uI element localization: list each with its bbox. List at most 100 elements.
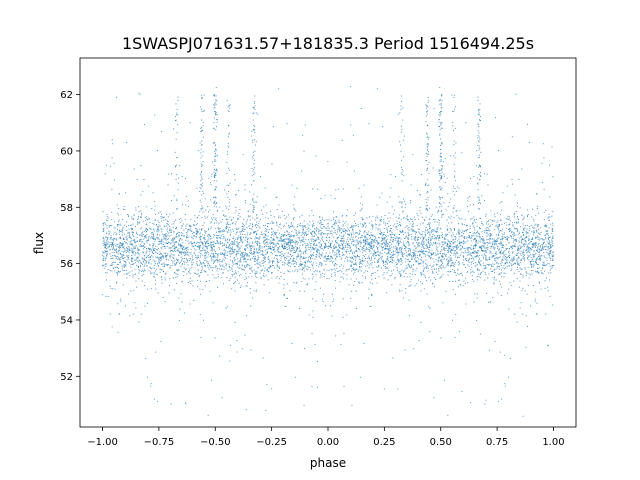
data-point xyxy=(171,173,173,175)
data-point xyxy=(436,249,438,251)
data-point xyxy=(112,257,114,259)
data-point xyxy=(473,301,475,303)
data-point xyxy=(529,255,531,257)
data-point xyxy=(434,286,436,288)
data-point xyxy=(412,225,414,227)
data-point xyxy=(213,142,215,144)
data-point xyxy=(364,237,366,239)
data-point xyxy=(463,223,465,225)
data-point xyxy=(427,138,429,140)
data-point xyxy=(181,247,183,249)
data-point xyxy=(286,298,288,300)
data-point xyxy=(336,252,338,254)
data-point xyxy=(259,272,261,274)
data-point xyxy=(478,174,480,176)
data-point xyxy=(311,332,313,334)
data-point xyxy=(217,254,219,256)
data-point xyxy=(175,247,177,249)
data-point xyxy=(506,247,508,249)
data-point xyxy=(324,247,326,249)
data-point xyxy=(163,216,165,218)
data-point xyxy=(359,250,361,252)
data-point xyxy=(161,243,163,245)
data-point xyxy=(496,221,498,223)
data-point xyxy=(267,243,269,245)
data-point xyxy=(313,271,315,273)
data-point xyxy=(547,345,549,347)
data-point xyxy=(280,239,282,241)
data-point xyxy=(116,239,118,241)
data-point xyxy=(325,233,327,235)
data-point xyxy=(185,249,187,251)
data-point xyxy=(240,240,242,242)
data-point xyxy=(311,255,313,257)
data-point xyxy=(472,222,474,224)
data-point xyxy=(340,245,342,247)
data-point xyxy=(456,209,458,211)
data-point xyxy=(152,242,154,244)
data-point xyxy=(255,271,257,273)
data-point xyxy=(394,223,396,225)
data-point xyxy=(504,262,506,264)
data-point xyxy=(355,268,357,270)
data-point xyxy=(207,245,209,247)
data-point xyxy=(506,261,508,263)
data-point xyxy=(249,215,251,217)
data-point xyxy=(361,252,363,254)
data-point xyxy=(432,270,434,272)
data-point xyxy=(115,272,117,274)
data-point xyxy=(306,249,308,251)
data-point xyxy=(383,231,385,233)
data-point xyxy=(436,211,438,213)
data-point xyxy=(352,267,354,269)
data-point xyxy=(328,245,330,247)
data-point xyxy=(440,264,442,266)
data-point xyxy=(441,249,443,251)
data-point xyxy=(457,261,459,263)
data-point xyxy=(480,239,482,241)
data-point xyxy=(449,201,451,203)
data-point xyxy=(203,270,205,272)
data-point xyxy=(495,225,497,227)
data-point xyxy=(439,115,441,117)
data-point xyxy=(321,254,323,256)
data-point xyxy=(396,267,398,269)
data-point xyxy=(288,239,290,241)
data-point xyxy=(146,240,148,242)
data-point xyxy=(309,229,311,231)
data-point xyxy=(250,223,252,225)
data-point xyxy=(180,251,182,253)
data-point xyxy=(425,115,427,117)
data-point xyxy=(159,240,161,242)
data-point xyxy=(213,117,215,119)
data-point xyxy=(284,258,286,260)
data-point xyxy=(387,257,389,259)
data-point xyxy=(170,228,172,230)
data-point xyxy=(501,239,503,241)
data-point xyxy=(417,228,419,230)
data-point xyxy=(347,246,349,248)
data-point xyxy=(287,270,289,272)
data-point xyxy=(158,259,160,261)
data-point xyxy=(274,255,276,257)
data-point xyxy=(244,199,246,201)
data-point xyxy=(500,269,502,271)
data-point xyxy=(280,240,282,242)
data-point xyxy=(220,268,222,270)
data-point xyxy=(532,257,534,259)
data-point xyxy=(360,209,362,211)
data-point xyxy=(459,210,461,212)
data-point xyxy=(108,225,110,227)
data-point xyxy=(546,251,548,253)
data-point xyxy=(241,348,243,350)
data-point xyxy=(291,239,293,241)
data-point xyxy=(397,269,399,271)
data-point xyxy=(167,184,169,186)
data-point xyxy=(243,225,245,227)
data-point xyxy=(408,249,410,251)
data-point xyxy=(264,243,266,245)
data-point xyxy=(338,219,340,221)
data-point xyxy=(487,248,489,250)
data-point xyxy=(388,262,390,264)
data-point xyxy=(359,202,361,204)
